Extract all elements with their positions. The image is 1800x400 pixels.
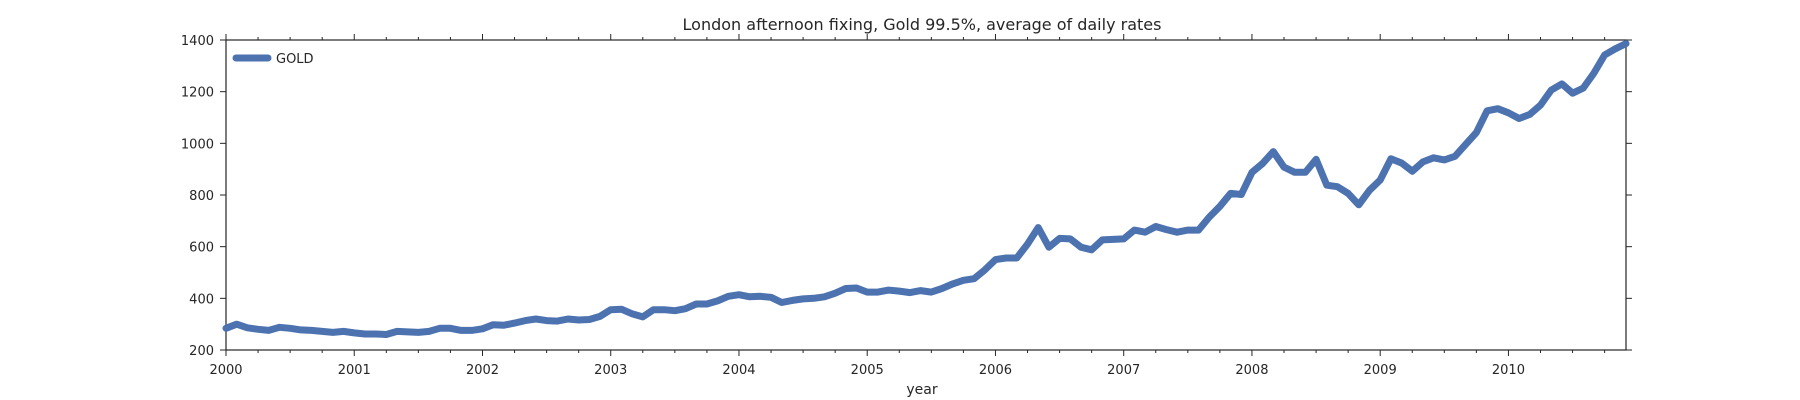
x-tick-label: 2009 [1364, 363, 1397, 378]
y-tick-label: 200 [189, 344, 214, 359]
series-line-gold [222, 40, 1630, 338]
x-tick-label: 2005 [851, 363, 884, 378]
x-tick-label: 2010 [1492, 363, 1525, 378]
x-axis: 2000 2001 2002 2003 2004 2005 2006 2007 2008 2009… [209, 34, 1606, 378]
x-tick-label: 2008 [1235, 363, 1268, 378]
x-tick-label: 2000 [209, 363, 242, 378]
plot-frame [225, 39, 1627, 351]
y-tick-label: 1400 [181, 34, 214, 49]
legend-label-gold: GOLD [276, 52, 314, 67]
y-tick-label: 400 [189, 292, 214, 307]
x-tick-label: 2004 [722, 363, 755, 378]
y-tick-label: 1000 [181, 137, 214, 152]
x-axis-label: year [906, 382, 937, 398]
x-tick-label: 2006 [979, 363, 1012, 378]
x-tick-label: 2003 [594, 363, 627, 378]
legend: GOLD [232, 52, 314, 67]
y-tick-label: 800 [189, 189, 214, 204]
y-tick-label: 1200 [181, 86, 214, 101]
x-tick-label: 2002 [466, 363, 499, 378]
plot-area [225, 39, 1627, 351]
y-axis: 200 400 600 800 1000 1200 1400 [181, 34, 1632, 359]
x-tick-label: 2001 [338, 363, 371, 378]
x-tick-label: 2007 [1107, 363, 1140, 378]
y-tick-label: 600 [189, 241, 214, 256]
chart-title: London afternoon fixing, Gold 99.5%, ave… [683, 15, 1162, 34]
